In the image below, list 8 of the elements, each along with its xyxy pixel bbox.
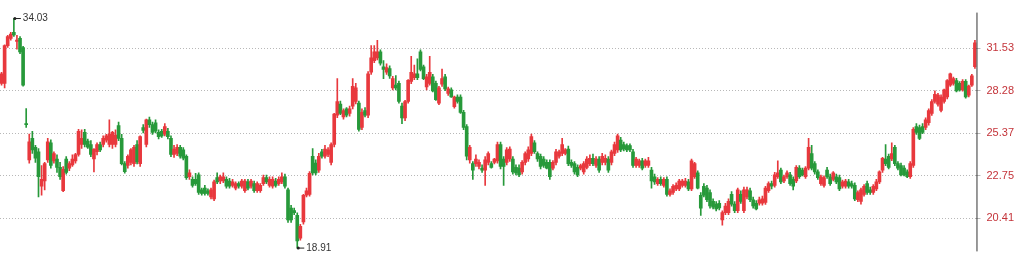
candlestick [24, 108, 29, 128]
y-tick-label: 28.28 [986, 83, 1014, 96]
y-tick-label: 22.75 [986, 168, 1014, 181]
annotation: 18.91 [306, 241, 332, 253]
y-tick-label: 31.53 [986, 41, 1014, 54]
y-tick-label: 20.41 [986, 211, 1014, 224]
annotation: 34.03 [22, 12, 49, 24]
y-tick-label: 25.37 [986, 126, 1014, 139]
